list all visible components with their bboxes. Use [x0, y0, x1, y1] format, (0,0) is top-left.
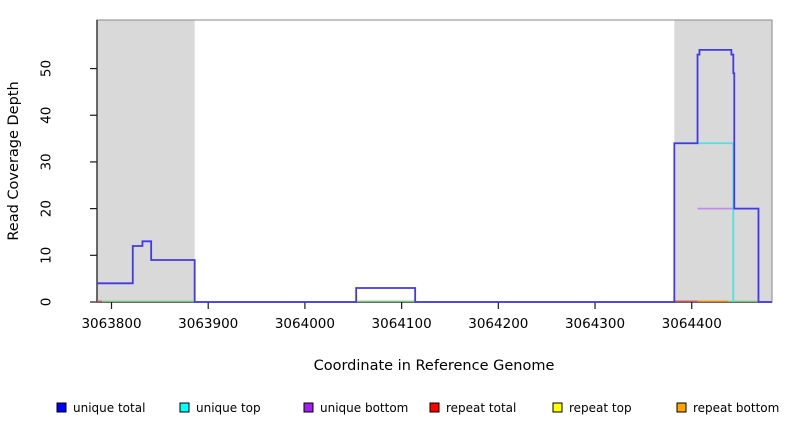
- legend-item-repeat-total: repeat total: [429, 401, 516, 415]
- y-tick-label: 30: [39, 153, 55, 170]
- x-tick-label: 3063900: [178, 316, 238, 332]
- plot-box: [96, 19, 773, 303]
- highlight-band: [97, 20, 195, 302]
- series-lines: [97, 48, 772, 303]
- unique-total-swatch-icon: [56, 402, 67, 413]
- repeat-total-swatch-icon: [429, 402, 440, 413]
- legend-label: unique bottom: [320, 401, 408, 415]
- y-tick-label: 50: [39, 60, 55, 77]
- repeat-bottom-swatch-icon: [676, 402, 687, 413]
- y-tick-label: 10: [38, 247, 54, 264]
- y-tick-label: 40: [39, 107, 55, 124]
- x-tick-label: 3064100: [372, 316, 432, 332]
- y-tick-label: 0: [39, 298, 55, 307]
- legend-label: repeat bottom: [693, 401, 779, 415]
- legend-item-repeat-bottom: repeat bottom: [676, 401, 779, 415]
- legend-label: unique total: [73, 401, 145, 415]
- plot-border: [96, 19, 773, 303]
- highlight-band: [674, 20, 772, 302]
- axes: 3063800 3063900 3064000 3064100 3064200 30643…: [38, 60, 721, 332]
- unique-total-line: [97, 48, 772, 303]
- highlight-regions: [97, 20, 772, 302]
- legend-item-repeat-top: repeat top: [552, 401, 632, 415]
- y-axis-title: Read Coverage Depth: [6, 81, 22, 240]
- legend-item-unique-top: unique top: [179, 401, 261, 415]
- x-tick-label: 3063800: [81, 316, 141, 332]
- legend-item-unique-bottom: unique bottom: [303, 401, 408, 415]
- x-tick-label: 3064000: [275, 316, 335, 332]
- legend: unique total unique top unique bottom repea…: [56, 401, 779, 415]
- x-tick-label: 3064400: [662, 316, 722, 332]
- legend-item-unique-total: unique total: [56, 401, 145, 415]
- repeat-top-swatch-icon: [552, 402, 563, 413]
- legend-label: repeat total: [446, 401, 516, 415]
- y-tick-label: 20: [39, 200, 55, 217]
- unique-bottom-swatch-icon: [303, 402, 314, 413]
- unique-top-swatch-icon: [179, 402, 190, 413]
- legend-label: unique top: [196, 401, 261, 415]
- x-tick-label: 3064300: [565, 316, 625, 332]
- legend-label: repeat top: [569, 401, 632, 415]
- x-tick-label: 3064200: [468, 316, 528, 332]
- x-axis-title: Coordinate in Reference Genome: [314, 358, 555, 374]
